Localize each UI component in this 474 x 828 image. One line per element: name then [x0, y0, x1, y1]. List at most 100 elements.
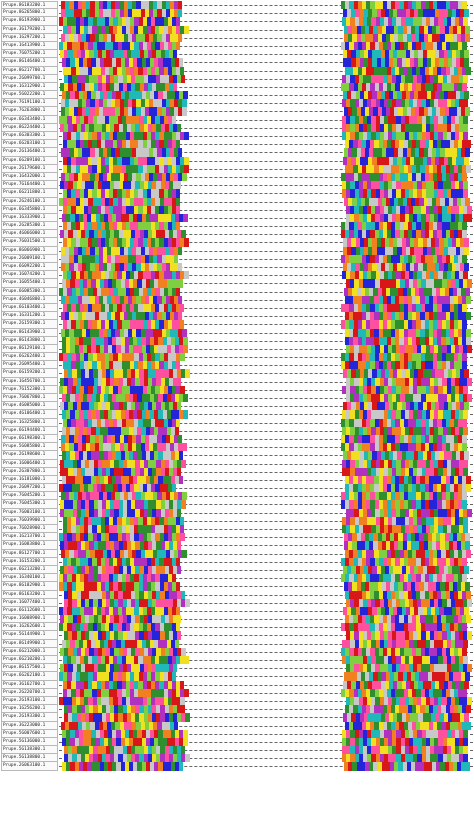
sequence-name[interactable]: Prupe.7G003100.1	[1, 508, 58, 517]
sequence-name[interactable]: Prupe.2G193300.1	[1, 713, 58, 722]
sequence-name[interactable]: Prupe.1G297200.1	[1, 33, 58, 42]
sequence-name[interactable]: Prupe.8G146400.1	[1, 58, 58, 67]
sequence-name[interactable]: Prupe.3G179200.1	[1, 25, 58, 34]
residue-cell	[374, 254, 379, 263]
sequence-name[interactable]: Prupe.7G191100.1	[1, 99, 58, 108]
sequence-name[interactable]: Prupe.1G083800.1	[1, 541, 58, 550]
sequence-name[interactable]: Prupe.6G211800.1	[1, 189, 58, 198]
sequence-name[interactable]: Prupe.8G127700.1	[1, 549, 58, 558]
sequence-name[interactable]: Prupe.2G095400.1	[1, 361, 58, 370]
sequence-name[interactable]: Prupe.8G224400.1	[1, 123, 58, 132]
sequence-name[interactable]: Prupe.2G285300.1	[1, 222, 58, 231]
sequence-name[interactable]: Prupe.6G198300.1	[1, 434, 58, 444]
residue-cell	[462, 82, 467, 92]
sequence-name[interactable]: Prupe.8G066900.1	[1, 246, 58, 255]
sequence-name[interactable]: Prupe.6G203100.1	[1, 140, 58, 149]
sequence-name[interactable]: Prupe.1G333900.1	[1, 213, 58, 223]
sequence-name[interactable]: Prupe.6G212000.1	[1, 647, 58, 656]
sequence-name[interactable]: Prupe.8G182900.1	[1, 582, 58, 591]
sequence-name[interactable]: Prupe.8G149900.1	[1, 639, 58, 648]
sequence-name[interactable]: Prupe.4G066000.1	[1, 230, 58, 239]
sequence-name[interactable]: Prupe.6G262100.1	[1, 672, 58, 681]
sequence-name[interactable]: Prupe.2G136400.1	[1, 148, 58, 157]
sequence-name[interactable]: Prupe.1G456700.1	[1, 377, 58, 386]
sequence-name[interactable]: Prupe.5G144900.1	[1, 631, 58, 640]
sequence-name[interactable]: Prupe.2G009100.1	[1, 254, 58, 263]
sequence-name[interactable]: Prupe.1G325800.1	[1, 418, 58, 427]
sequence-name[interactable]: Prupe.2G307800.1	[1, 467, 58, 476]
sequence-name[interactable]: Prupe.5G022200.1	[1, 91, 58, 100]
sequence-name[interactable]: Prupe.2G246100.1	[1, 197, 58, 206]
sequence-name[interactable]: Prupe.7G075200.1	[1, 50, 58, 59]
sequence-name[interactable]: Prupe.6G194400.1	[1, 426, 58, 435]
sequence-name[interactable]: Prupe.7G031500.1	[1, 238, 58, 247]
sequence-name[interactable]: Prupe.6G112600.1	[1, 606, 58, 616]
sequence-name[interactable]: Prupe.6G303300.1	[1, 132, 58, 141]
sequence-name[interactable]: Prupe.8G217700.1	[1, 66, 58, 75]
sequence-name[interactable]: Prupe.2G193100.1	[1, 696, 58, 706]
sequence-name[interactable]: Prupe.2G220700.1	[1, 688, 58, 697]
sequence-name[interactable]: Prupe.1G432000.1	[1, 172, 58, 182]
sequence-name[interactable]: Prupe.6G343400.1	[1, 115, 58, 124]
sequence-name[interactable]: Prupe.6G085300.1	[1, 287, 58, 296]
sequence-name[interactable]: Prupe.1G181000.1	[1, 475, 58, 485]
sequence-name[interactable]: Prupe.1G055400.1	[1, 279, 58, 288]
sequence-name[interactable]: Prupe.7G039900.1	[1, 516, 58, 525]
sequence-name[interactable]: Prupe.1G262600.1	[1, 623, 58, 632]
sequence-name[interactable]: Prupe.8G129100.1	[1, 344, 58, 354]
sequence-name[interactable]: Prupe.5G138300.1	[1, 746, 58, 755]
sequence-name[interactable]: Prupe.1G312900.1	[1, 82, 58, 92]
sequence-name[interactable]: Prupe.2G099700.1	[1, 74, 58, 83]
sequence-name[interactable]: Prupe.7G152300.1	[1, 385, 58, 394]
sequence-name[interactable]: Prupe.8G183200.1	[1, 1, 58, 10]
sequence-name[interactable]: Prupe.7G164400.1	[1, 181, 58, 190]
sequence-name[interactable]: Prupe.6G159200.1	[1, 369, 58, 378]
sequence-name[interactable]: Prupe.1G331200.1	[1, 312, 58, 321]
sequence-name[interactable]: Prupe.4G046800.1	[1, 295, 58, 304]
sequence-name[interactable]: Prupe.6G209100.1	[1, 156, 58, 165]
sequence-name[interactable]: Prupe.2G159300.1	[1, 320, 58, 329]
sequence-name[interactable]: Prupe.4G106400.1	[1, 410, 58, 419]
sequence-name[interactable]: Prupe.5G138800.1	[1, 754, 58, 763]
sequence-name[interactable]: Prupe.3G162700.1	[1, 680, 58, 689]
sequence-name[interactable]: Prupe.2G179600.1	[1, 164, 58, 173]
residue-cell	[420, 303, 425, 313]
sequence-name[interactable]: Prupe.8G143900.1	[1, 328, 58, 337]
sequence-name[interactable]: Prupe.8G143800.1	[1, 336, 58, 345]
sequence-name[interactable]: Prupe.1G074200.1	[1, 271, 58, 280]
sequence-name[interactable]: Prupe.4G085000.1	[1, 402, 58, 411]
sequence-name[interactable]: Prupe.6G210200.1	[1, 656, 58, 665]
sequence-name[interactable]: Prupe.7G045200.1	[1, 492, 58, 501]
sequence-name[interactable]: Prupe.8G193900.1	[1, 17, 58, 26]
sequence-name[interactable]: Prupe.6G345800.1	[1, 205, 58, 214]
sequence-name[interactable]: Prupe.1G413900.1	[1, 41, 58, 51]
sequence-name[interactable]: Prupe.5G136000.1	[1, 737, 58, 747]
sequence-name[interactable]: Prupe.6G092200.1	[1, 263, 58, 272]
sequence-name[interactable]: Prupe.8G163200.1	[1, 590, 58, 599]
sequence-name[interactable]: Prupe.2G097200.1	[1, 484, 58, 493]
residue-cell	[59, 623, 64, 632]
sequence-name[interactable]: Prupe.3G223000.1	[1, 721, 58, 730]
sequence-name[interactable]: Prupe.6G262400.1	[1, 353, 58, 362]
sequence-name[interactable]: Prupe.1G256200.1	[1, 705, 58, 714]
sequence-name[interactable]: Prupe.1G340100.1	[1, 574, 58, 583]
sequence-name[interactable]: Prupe.8G157500.1	[1, 664, 58, 673]
sequence-name[interactable]: Prupe.6G103400.1	[1, 303, 58, 313]
sequence-name[interactable]: Prupe.2G063100.1	[1, 762, 58, 771]
sequence-name[interactable]: Prupe.1G153200.1	[1, 557, 58, 566]
sequence-name[interactable]: Prupe.7G263800.1	[1, 107, 58, 116]
residue-cell	[459, 271, 464, 280]
sequence-name[interactable]: Prupe.1G008900.1	[1, 615, 58, 624]
sequence-name[interactable]: Prupe.5G007600.1	[1, 729, 58, 738]
sequence-name[interactable]: Prupe.2G198600.1	[1, 451, 58, 460]
sequence-name[interactable]: Prupe.1G213700.1	[1, 533, 58, 542]
sequence-name[interactable]: Prupe.1G006400.1	[1, 459, 58, 468]
sequence-name[interactable]: Prupe.7G045300.1	[1, 500, 58, 509]
sequence-name[interactable]: Prupe.8G265800.1	[1, 9, 58, 18]
sequence-name[interactable]: Prupe.7G028900.1	[1, 525, 58, 534]
residue-cell	[107, 312, 112, 321]
sequence-name[interactable]: Prupe.5G085800.1	[1, 443, 58, 452]
sequence-name[interactable]: Prupe.6G213200.1	[1, 565, 58, 575]
sequence-name[interactable]: Prupe.7G067800.1	[1, 394, 58, 403]
sequence-name[interactable]: Prupe.1G077400.1	[1, 598, 58, 607]
